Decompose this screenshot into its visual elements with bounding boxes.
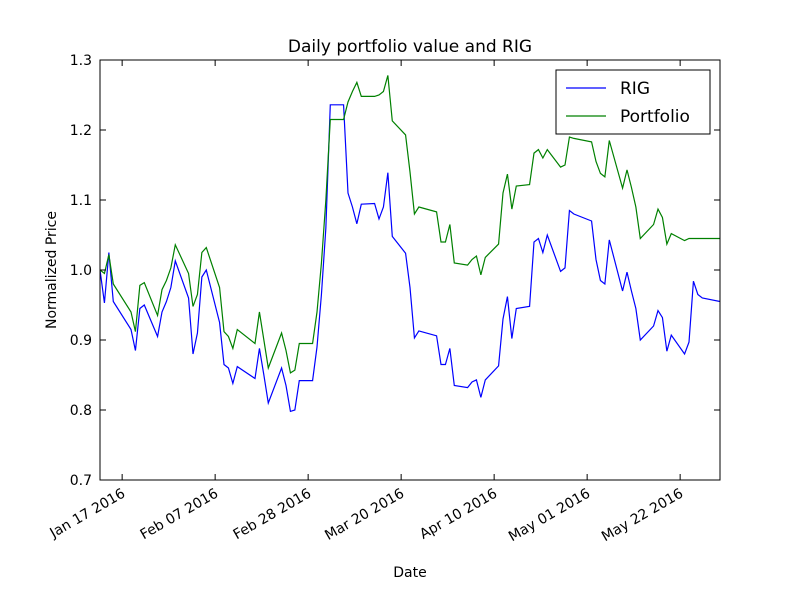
y-axis-label: Normalized Price	[44, 211, 60, 329]
x-axis-label: Date	[393, 565, 426, 581]
y-tick-label: 0.9	[70, 333, 92, 349]
series-line-portfolio	[100, 75, 720, 374]
legend-label-portfolio: Portfolio	[620, 107, 690, 127]
y-tick-label: 1.1	[70, 193, 92, 209]
y-tick-label: 1.3	[70, 53, 92, 69]
legend: RIG Portfolio	[555, 69, 711, 135]
y-tick-label: 1.2	[70, 123, 92, 139]
legend-box	[555, 69, 711, 135]
y-tick-label: 0.7	[70, 473, 92, 489]
y-axis: 0.7 0.8 0.9 1.0 1.1 1.2 1.3	[70, 53, 720, 489]
y-tick-label: 0.8	[70, 403, 92, 419]
series-layer	[100, 75, 720, 413]
series-line-rig	[100, 104, 720, 413]
legend-label-rig: RIG	[620, 79, 650, 99]
y-tick-label: 1.0	[70, 263, 92, 279]
chart-title: Daily portfolio value and RIG	[288, 37, 532, 57]
